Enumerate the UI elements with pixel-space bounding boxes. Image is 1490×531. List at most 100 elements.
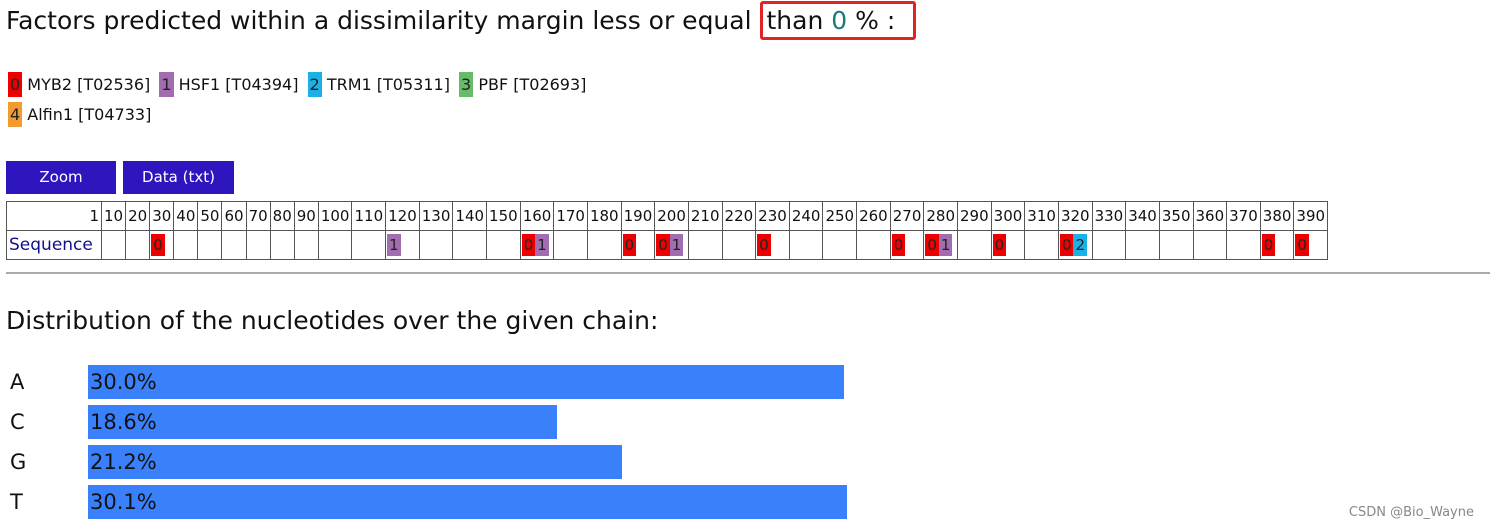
position-header: 380 [1259,201,1295,231]
position-header: 110 [351,201,387,231]
position-header: 100 [317,201,353,231]
factor-marker: 0 [757,234,771,256]
position-header: 30 [149,201,175,231]
site-cell [293,230,319,260]
highlight-box: than 0 % : [759,1,917,40]
position-header: 230 [755,201,790,231]
site-cell: 0 [889,230,925,260]
position-header: 350 [1158,201,1194,231]
legend-chip: 2 [307,72,322,97]
position-header: 280 [923,201,959,231]
site-cell [1158,230,1194,260]
heading-prefix: Factors predicted within a dissimilarity… [6,6,752,35]
position-header: 150 [486,201,521,231]
bar [88,365,844,399]
site-cell: 0 [755,230,790,260]
site-cell [1024,230,1059,260]
position-header: 10 [100,201,127,231]
margin-value: 0 [831,6,848,35]
site-cell [1192,230,1228,260]
site-cell [418,230,454,260]
site-cell [100,230,127,260]
button[interactable]: Data (txt) [123,161,234,194]
position-header: 120 [385,201,420,231]
factor-marker: 1 [669,234,684,256]
site-cell: 0 [990,230,1026,260]
legend-name: Alfin1 [T04733] [27,105,152,124]
heading: Factors predicted within a dissimilarity… [6,1,917,40]
legend-item: 4 Alfin1 [T04733] [8,102,152,127]
distribution-title: Distribution of the nucleotides over the… [6,306,659,335]
position-header: 210 [687,201,723,231]
position-header: 320 [1057,201,1093,231]
site-cell [125,230,151,260]
button[interactable]: Zoom [6,161,116,194]
position-header: 220 [721,201,757,231]
site-cell [721,230,757,260]
site-cell [957,230,992,260]
bar [88,485,847,519]
position-header: 70 [245,201,271,231]
site-cell [452,230,488,260]
site-cell [351,230,387,260]
position-header: 200 [654,201,689,231]
base-label: G [10,450,27,474]
factor-marker: 1 [535,234,549,256]
position-header: 130 [418,201,454,231]
bar-value-label: 18.6% [90,410,157,434]
site-cell [788,230,824,260]
position-header: 360 [1192,201,1228,231]
site-cell [245,230,271,260]
position-header: 40 [173,201,199,231]
position-header: 160 [519,201,555,231]
heading-suffix: % : [855,6,896,35]
separator [6,272,1490,274]
factor-marker: 0 [656,234,670,256]
legend-chip: 3 [459,72,474,97]
position-header: 310 [1024,201,1059,231]
position-header: 340 [1125,201,1160,231]
factor-marker: 1 [387,234,401,256]
legend-name: TRM1 [T05311] [326,75,450,94]
legend-chip: 0 [8,72,23,97]
factor-marker: 0 [1261,234,1276,256]
site-cell [687,230,723,260]
position-header: 190 [620,201,656,231]
legend: 0 MYB2 [T02536] 1 HSF1 [T04394] 2 TRM1 [… [8,70,618,130]
heading-than: than [766,6,824,35]
position-header: 170 [553,201,588,231]
bar-value-label: 21.2% [90,450,157,474]
position-header: 270 [889,201,925,231]
position-header: 60 [221,201,247,231]
position-header: 290 [957,201,992,231]
base-label: T [10,490,23,514]
sequence-row: Sequence 0 1 0 1 0 0 1 0 0 0 1 0 0 2 0 0 [6,230,1329,260]
factor-marker: 1 [938,234,953,256]
base-label: A [10,370,25,394]
row-label[interactable]: Sequence [6,230,102,260]
factor-marker: 0 [1295,234,1309,256]
bar-value-label: 30.1% [90,490,157,514]
site-cell [1125,230,1160,260]
site-cell: 0 [620,230,656,260]
position-header: 390 [1293,201,1329,231]
site-table: 1 10 20 30 40 50 60 70 80 90 100 110 120 130 140 150 160… [6,201,1329,260]
legend-name: MYB2 [T02536] [27,75,151,94]
table-wrapper: 1 10 20 30 40 50 60 70 80 90 100 110 120 130 140 150 160… [6,201,1490,260]
legend-chip: 4 [8,102,23,127]
position-header: 300 [990,201,1026,231]
position-header: 90 [293,201,319,231]
factor-marker: 0 [151,234,165,256]
site-cell [1091,230,1127,260]
site-cell [173,230,199,260]
site-cell [269,230,295,260]
site-cell: 0 [1293,230,1329,260]
factor-marker: 0 [891,234,906,256]
factor-marker: 0 [622,234,637,256]
legend-name: HSF1 [T04394] [178,75,299,94]
site-cell: 0 [149,230,175,260]
factor-marker: 0 [1059,234,1074,256]
